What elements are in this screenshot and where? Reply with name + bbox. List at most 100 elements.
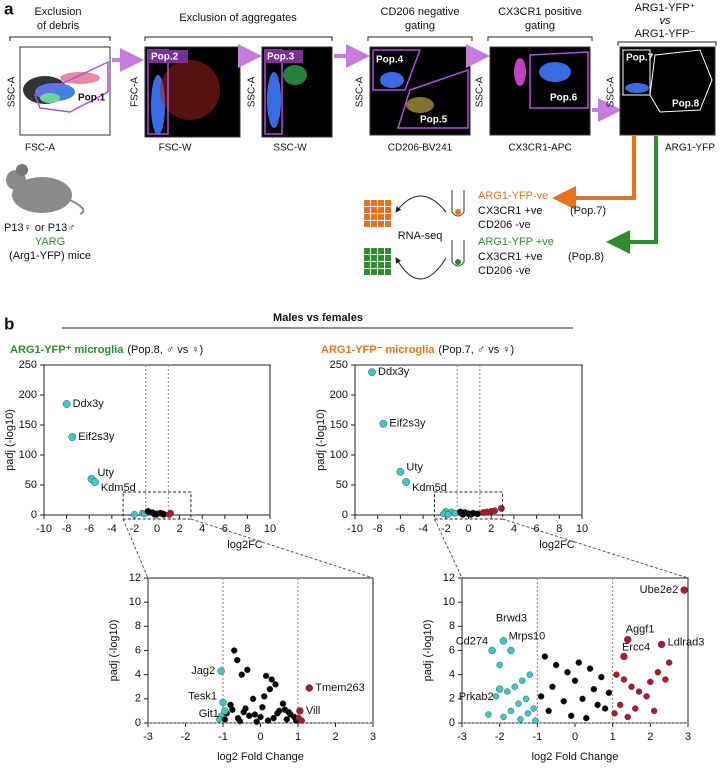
x-tick-label: 0	[465, 523, 471, 535]
labeled-point	[62, 400, 71, 408]
y-tick-label: 12	[129, 572, 141, 584]
grid-cell	[364, 262, 370, 268]
point	[459, 511, 467, 518]
point	[522, 695, 530, 703]
point-label: Vill	[306, 705, 320, 717]
y-tick-label: 12	[443, 572, 455, 584]
plot-frame	[461, 577, 689, 724]
point	[244, 666, 251, 674]
method-label: RNA-seq	[398, 230, 443, 242]
labeled-point	[402, 478, 410, 486]
point-label: Tmem263	[315, 682, 365, 694]
point	[496, 661, 503, 669]
labeled-point	[495, 685, 504, 693]
point	[662, 676, 669, 683]
grid-cell	[378, 214, 384, 220]
grid-cell	[378, 200, 384, 206]
header: Exclusion	[34, 6, 81, 18]
y-tick-label: 50	[25, 479, 37, 491]
y-tick-label: 0	[135, 717, 141, 729]
point	[507, 707, 515, 715]
sample-label: ARG1-YFP-ve	[478, 190, 548, 202]
point	[492, 693, 500, 700]
grid-cell	[371, 262, 377, 268]
population-label: Pop.1	[78, 93, 106, 104]
grid-cell	[371, 214, 377, 220]
point	[262, 672, 270, 680]
grid-cell	[378, 255, 384, 261]
point	[530, 705, 537, 712]
x-tick-label: 3	[370, 731, 376, 743]
point	[564, 669, 571, 676]
x-axis-label: log2 Fold Change	[532, 751, 619, 763]
panel-label: a	[4, 0, 14, 18]
flow-plot	[19, 46, 111, 136]
grid-cell	[378, 248, 384, 254]
labeled-point	[217, 667, 225, 675]
point	[537, 693, 545, 700]
flow-plot	[369, 46, 471, 136]
labeled-point	[396, 467, 405, 476]
y-tick-label: 0	[31, 509, 37, 521]
x-tick-label: -1	[532, 731, 542, 743]
point-label: Jag2	[191, 665, 215, 677]
point	[628, 683, 635, 690]
point-label: Kdm5d	[412, 482, 447, 494]
grid-cell	[364, 248, 370, 254]
point-label: Aggf1	[626, 624, 655, 636]
grid-cell	[371, 248, 377, 254]
population-label: Pop.6	[550, 93, 578, 104]
grid-cell	[385, 207, 391, 213]
header: gating	[525, 20, 555, 32]
population-label: Pop.7	[626, 53, 654, 64]
y-tick-label: 0	[449, 717, 455, 729]
point-label: Ddx3y	[378, 366, 410, 378]
point	[611, 710, 618, 717]
population-label: Pop.2	[151, 52, 179, 63]
grid-cell	[364, 200, 370, 206]
grid-cell	[364, 255, 370, 261]
point	[266, 685, 274, 693]
y-tick-label: 200	[330, 389, 348, 401]
mouse-label: P13♀ or P13♂	[4, 222, 76, 234]
point	[571, 677, 579, 684]
y-tick-label: 4	[449, 669, 455, 681]
sample-label: ARG1-YFP +ve	[478, 236, 554, 248]
grid-cell	[378, 221, 384, 227]
x-tick-label: -2	[181, 731, 191, 743]
point	[532, 717, 539, 724]
sample-label: CD206 -ve	[478, 265, 531, 277]
sample-tubes	[395, 190, 465, 280]
y-tick-label: 10	[443, 596, 455, 608]
point-label: Prkab2	[459, 691, 494, 703]
y-tick-label: 150	[330, 419, 348, 431]
x-tick-label: -2	[441, 523, 451, 535]
point	[159, 510, 167, 518]
zoom-connector	[190, 518, 374, 579]
point-label: Kdm5d	[101, 482, 136, 494]
labeled-point	[368, 368, 376, 377]
x-tick-label: 8	[244, 523, 250, 535]
point	[519, 677, 526, 684]
point-label: Cd274	[456, 635, 488, 647]
point	[285, 708, 292, 716]
point	[545, 707, 552, 715]
population-label: Pop.3	[267, 52, 295, 63]
point	[279, 700, 287, 707]
x-tick-label: 10	[576, 523, 588, 535]
point	[166, 511, 173, 518]
x-tick-label: 2	[488, 523, 494, 535]
y-tick-label: 100	[330, 449, 348, 461]
x-tick-label: 3	[685, 731, 691, 743]
point-label: Brwd3	[496, 613, 527, 625]
population-label: Pop.5	[420, 115, 448, 126]
y-tick-label: 6	[449, 644, 455, 656]
axis-label: SSC-A	[475, 76, 486, 107]
zoom-connector	[502, 518, 689, 579]
axis-label: ARG1-YFP	[665, 143, 715, 154]
axis-label: SSC-A	[7, 76, 18, 107]
x-tick-label: 2	[332, 731, 338, 743]
grid-cell	[364, 221, 370, 227]
plot-frame	[354, 364, 583, 516]
y-tick-label: 50	[336, 479, 348, 491]
